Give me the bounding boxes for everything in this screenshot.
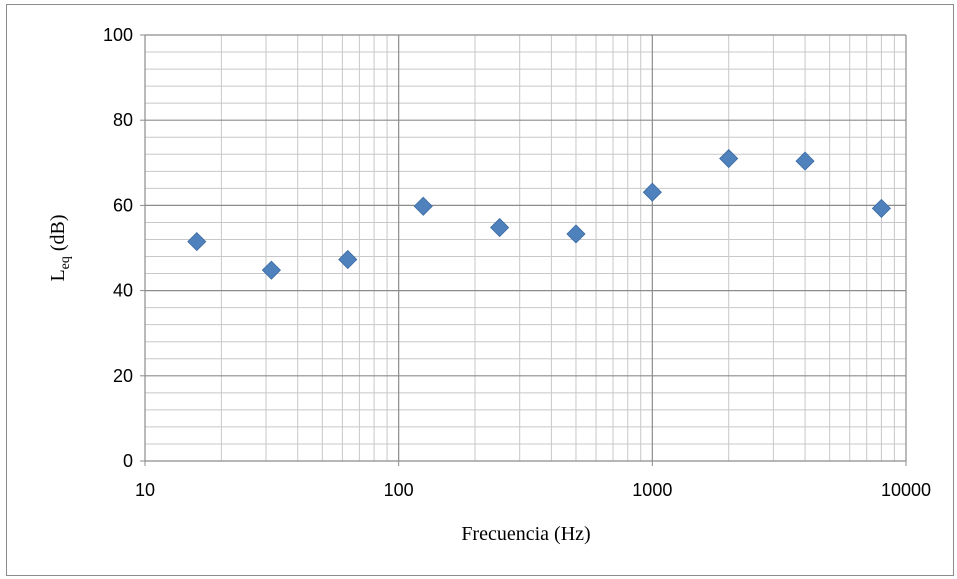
x-tick-label: 10000 <box>881 480 931 500</box>
x-tick-label: 1000 <box>632 480 672 500</box>
data-point <box>566 224 586 244</box>
data-point <box>795 151 815 171</box>
y-axis-title-unit: (dB) <box>47 214 69 256</box>
data-point <box>187 232 207 252</box>
x-axis-ticks: 10 100 1000 10000 <box>135 461 931 500</box>
data-points <box>187 148 891 280</box>
x-tick-label: 100 <box>384 480 414 500</box>
y-tick-label: 20 <box>113 366 133 386</box>
y-axis-ticks: 0 20 40 60 80 100 <box>103 25 145 471</box>
y-tick-label: 100 <box>103 25 133 45</box>
data-point <box>413 196 433 216</box>
y-axis-title: Leq (dB) <box>47 214 73 281</box>
data-point <box>338 249 358 270</box>
y-tick-label: 60 <box>113 195 133 215</box>
data-point <box>490 217 510 238</box>
data-point <box>261 260 281 280</box>
data-point <box>871 198 891 218</box>
y-tick-label: 40 <box>113 281 133 301</box>
x-tick-label: 10 <box>135 480 155 500</box>
minor-gridlines <box>145 35 906 461</box>
data-point <box>642 182 662 202</box>
y-axis-title-main: L <box>47 269 69 281</box>
y-tick-label: 0 <box>123 451 133 471</box>
y-tick-label: 80 <box>113 110 133 130</box>
data-point <box>719 148 739 169</box>
y-axis-title-subscript: eq <box>58 256 73 269</box>
major-gridlines <box>144 34 907 462</box>
x-axis-title: Frecuencia (Hz) <box>461 523 590 545</box>
